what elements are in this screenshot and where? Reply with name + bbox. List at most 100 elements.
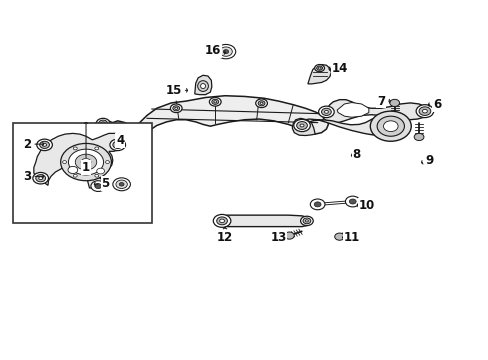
Circle shape [260,102,263,104]
Circle shape [314,64,324,72]
Circle shape [96,118,110,129]
Text: 9: 9 [421,154,433,167]
Circle shape [318,106,333,118]
Circle shape [383,121,397,132]
Circle shape [376,116,404,136]
Circle shape [213,101,216,103]
Circle shape [33,172,48,184]
Circle shape [216,217,227,225]
Circle shape [95,174,99,177]
Text: 7: 7 [376,95,389,108]
Circle shape [334,233,344,240]
Circle shape [95,184,102,189]
Ellipse shape [197,81,208,91]
Text: 2: 2 [23,138,43,150]
Circle shape [418,107,430,116]
Text: 14: 14 [328,62,347,75]
Text: 8: 8 [351,148,360,161]
Text: 11: 11 [342,231,359,244]
Circle shape [113,178,130,191]
Circle shape [99,120,107,127]
Circle shape [284,232,294,239]
Circle shape [172,106,179,111]
Circle shape [209,98,221,106]
Circle shape [300,124,304,127]
Circle shape [310,199,325,210]
Circle shape [42,143,46,146]
Bar [13,123,152,223]
Circle shape [219,219,224,223]
Circle shape [314,202,321,207]
Circle shape [211,99,218,104]
Circle shape [422,109,427,113]
Polygon shape [219,215,309,226]
Circle shape [73,174,77,177]
Polygon shape [292,118,315,135]
Polygon shape [307,64,330,84]
Circle shape [216,44,235,59]
Circle shape [39,177,42,180]
Circle shape [62,161,66,163]
Circle shape [213,215,230,227]
Circle shape [37,139,52,150]
Circle shape [413,134,423,140]
Circle shape [321,108,330,116]
Text: 4: 4 [116,134,124,147]
Circle shape [116,143,120,146]
Circle shape [369,111,410,141]
Circle shape [40,141,49,148]
Circle shape [345,196,359,207]
Circle shape [101,122,105,125]
Circle shape [219,47,232,56]
Circle shape [255,99,267,108]
Circle shape [68,149,103,175]
Text: 12: 12 [216,228,233,244]
Text: 3: 3 [23,170,43,183]
Circle shape [415,105,433,118]
Text: 13: 13 [270,231,286,244]
Text: 6: 6 [427,98,440,111]
Text: 15: 15 [165,84,187,97]
Circle shape [324,111,328,113]
Circle shape [170,104,182,113]
Circle shape [116,180,127,189]
Circle shape [300,216,313,226]
Polygon shape [105,96,328,137]
Circle shape [348,199,355,204]
Ellipse shape [200,84,205,89]
Circle shape [105,161,109,163]
Circle shape [316,66,322,70]
Polygon shape [34,134,124,189]
Circle shape [389,99,399,107]
Circle shape [73,147,77,150]
Circle shape [296,122,307,130]
Polygon shape [94,120,118,137]
Circle shape [318,67,321,69]
Circle shape [91,181,105,192]
Circle shape [119,183,124,186]
Text: 10: 10 [357,199,374,212]
Circle shape [97,168,104,174]
Text: 5: 5 [94,177,109,190]
Circle shape [36,175,45,182]
Circle shape [223,50,228,54]
Circle shape [113,141,122,148]
Polygon shape [322,100,427,123]
Circle shape [99,130,107,136]
Polygon shape [194,75,211,95]
Circle shape [110,139,125,150]
Text: 1: 1 [82,122,90,174]
Circle shape [75,154,97,170]
Polygon shape [336,103,368,117]
Circle shape [174,107,177,109]
Polygon shape [293,116,404,135]
Circle shape [303,218,310,224]
Circle shape [293,120,310,132]
Circle shape [96,128,110,138]
Text: 16: 16 [204,44,225,57]
Circle shape [101,131,105,134]
Circle shape [258,101,264,106]
Circle shape [68,166,78,174]
Circle shape [305,220,308,222]
Circle shape [95,147,99,150]
